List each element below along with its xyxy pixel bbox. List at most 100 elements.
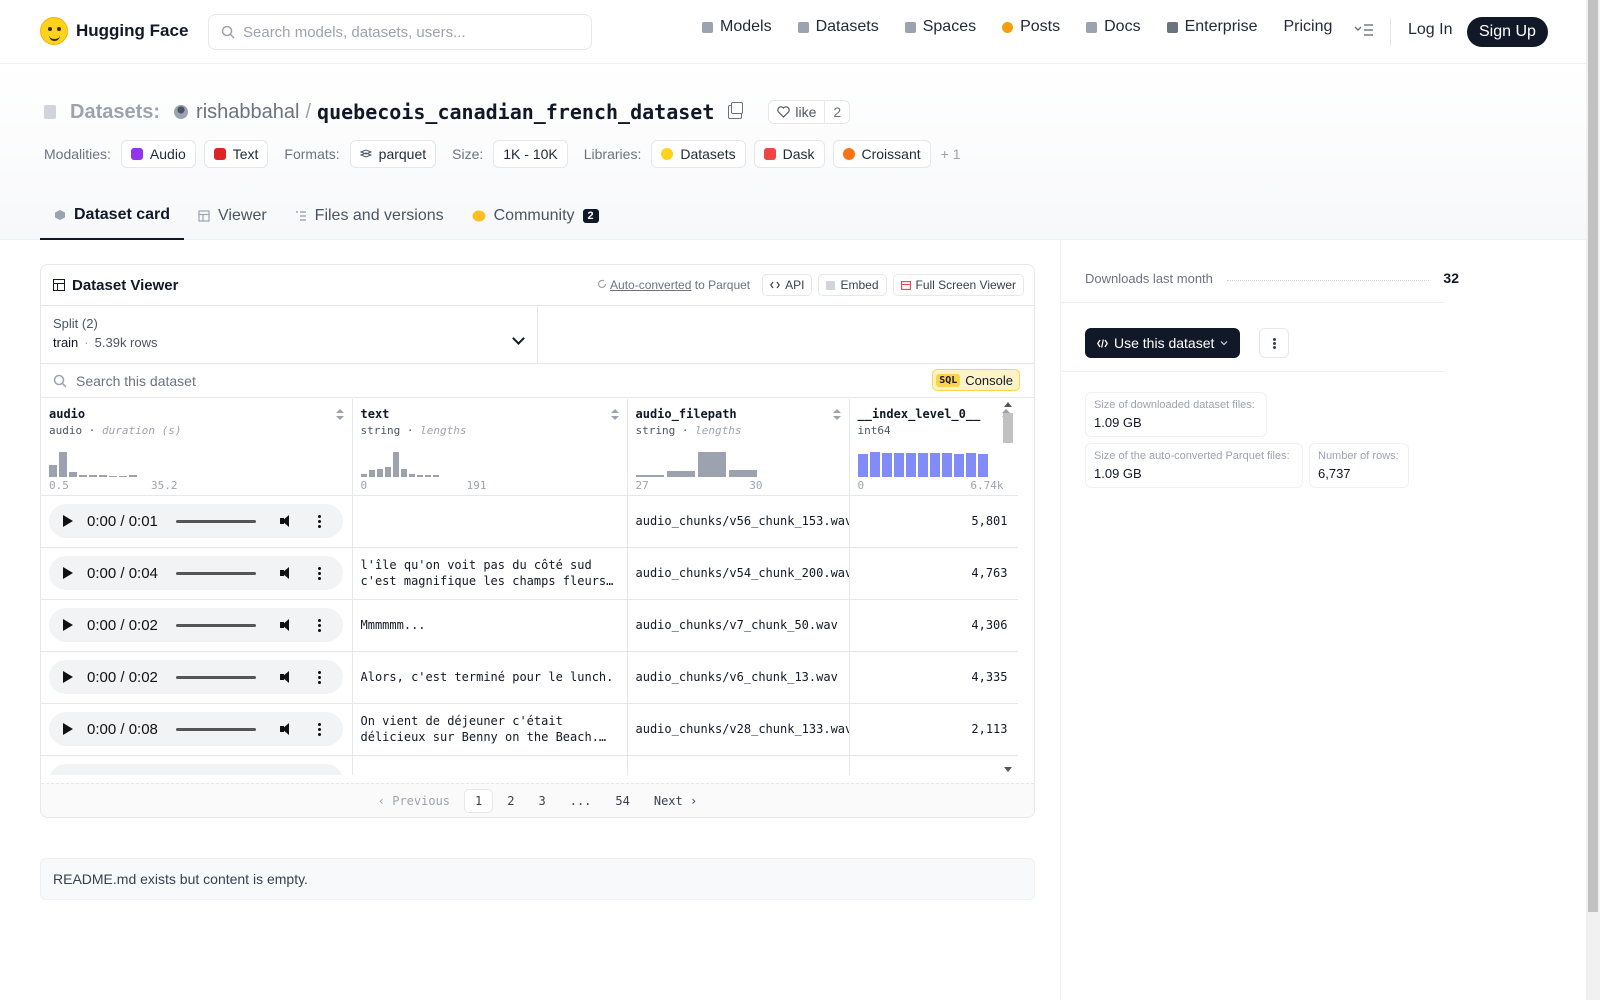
global-search-input[interactable] <box>243 23 573 41</box>
volume-icon[interactable] <box>279 723 294 735</box>
audio-player[interactable]: 0:00 / 0:02 <box>49 660 343 694</box>
previous-page-button[interactable]: ‹ Previous <box>377 793 451 808</box>
index-cell[interactable]: 5,801 <box>849 495 1018 548</box>
page-scrollbar-thumb[interactable] <box>1588 0 1598 912</box>
text-cell[interactable]: comme il faut puis j'attends <box>352 755 628 775</box>
signup-button[interactable]: Sign Up <box>1467 17 1548 47</box>
histogram-bar[interactable] <box>89 475 97 477</box>
index-cell[interactable]: 4,306 <box>849 599 1018 652</box>
filepath-cell[interactable]: audio_chunks/v56_chunk_153.wav <box>627 495 850 548</box>
text-cell[interactable]: l'île qu'on voit pas du côté sud c'est m… <box>352 547 628 600</box>
column-header-index-level-0[interactable]: __index_level_0__ int64 0 6.74k <box>849 399 1018 496</box>
column-header-text[interactable]: text string · lengths 0 191 <box>352 399 628 496</box>
sort-icon[interactable] <box>610 409 619 421</box>
page-54-button[interactable]: 54 <box>615 793 630 808</box>
audio-progress-slider[interactable] <box>175 727 256 731</box>
column-histogram[interactable] <box>49 449 137 477</box>
histogram-bar[interactable] <box>977 454 988 477</box>
login-link[interactable]: Log In <box>1408 21 1453 38</box>
column-header-audio[interactable]: audio audio · duration (s) 0.5 35.2 <box>41 399 353 496</box>
more-options-icon[interactable] <box>317 727 321 731</box>
column-header-audio-filepath[interactable]: audio_filepath string · lengths 27 30 <box>627 399 850 496</box>
nav-docs[interactable]: Docs <box>1086 18 1141 36</box>
histogram-bar[interactable] <box>99 475 107 477</box>
sort-icon[interactable] <box>832 409 841 421</box>
volume-icon[interactable] <box>279 671 294 683</box>
histogram-bar[interactable] <box>400 469 407 477</box>
nav-posts[interactable]: Posts <box>1002 18 1060 36</box>
full-screen-viewer-button[interactable]: Full Screen Viewer <box>892 274 1024 296</box>
volume-icon[interactable] <box>279 515 294 527</box>
tab-community[interactable]: Community 2 <box>458 192 613 240</box>
dataset-table-scroll[interactable]: audio audio · duration (s) 0.5 35.2 text stri… <box>41 399 1018 775</box>
page-scrollbar[interactable] <box>1586 0 1600 1000</box>
more-options-icon[interactable] <box>317 623 321 627</box>
column-histogram[interactable] <box>635 449 757 477</box>
histogram-bar[interactable] <box>941 453 952 477</box>
page-3-button[interactable]: 3 <box>538 793 546 808</box>
tab-files-and-versions[interactable]: Files and versions <box>281 192 458 240</box>
histogram-bar[interactable] <box>432 475 439 477</box>
more-options-button[interactable] <box>1259 328 1289 358</box>
table-row[interactable]: 0:00 / 0:01 audio_chunks/v56_chunk_153.wa… <box>41 495 1018 548</box>
audio-player[interactable]: 0:00 / 0:01 <box>49 504 343 538</box>
embed-button[interactable]: Embed <box>818 274 887 296</box>
table-scrollbar[interactable] <box>1001 399 1013 775</box>
split-selector[interactable]: Split (2) train · 5.39k rows <box>41 306 538 363</box>
more-options-icon[interactable] <box>317 519 321 523</box>
table-row[interactable]: 0:00 / 0:08 On vient de déjeuner c'était … <box>41 703 1018 756</box>
histogram-bar[interactable] <box>49 465 57 477</box>
more-menu-icon[interactable] <box>1354 22 1374 38</box>
text-cell[interactable]: Alors, c'est terminé pour le lunch. <box>352 651 628 704</box>
histogram-bar[interactable] <box>109 476 117 477</box>
text-cell[interactable]: Mmmmmm... <box>352 599 628 652</box>
nav-pricing[interactable]: Pricing <box>1283 18 1332 36</box>
histogram-bar[interactable] <box>119 476 127 477</box>
scrollbar-thumb[interactable] <box>1003 413 1013 443</box>
index-cell[interactable]: 4,335 <box>849 651 1018 704</box>
brand-logo[interactable]: Hugging Face <box>40 17 188 45</box>
dataset-search-input[interactable] <box>76 372 876 389</box>
text-cell[interactable] <box>352 495 628 548</box>
audio-player[interactable]: 0:00 / 0:08 <box>49 712 343 746</box>
histogram-bar[interactable] <box>368 470 375 477</box>
play-icon[interactable] <box>63 515 73 527</box>
use-this-dataset-button[interactable]: Use this dataset <box>1085 328 1241 358</box>
histogram-bar[interactable] <box>666 471 695 477</box>
audio-progress-slider[interactable] <box>175 571 256 575</box>
tag-library-croissant[interactable]: Croissant <box>832 140 931 168</box>
volume-icon[interactable] <box>279 567 294 579</box>
play-icon[interactable] <box>63 619 73 631</box>
audio-progress-slider[interactable] <box>175 623 256 627</box>
histogram-bar[interactable] <box>857 454 868 477</box>
histogram-bar[interactable] <box>376 469 383 477</box>
filepath-cell[interactable] <box>627 755 850 775</box>
text-cell[interactable]: On vient de déjeuner c'était délicieux s… <box>352 703 628 756</box>
scroll-down-arrow-icon[interactable] <box>1004 767 1012 772</box>
index-cell[interactable]: 2,113 <box>849 703 1018 756</box>
histogram-bar[interactable] <box>424 475 431 477</box>
audio-player[interactable]: 0:00 / 0:04 <box>49 764 343 775</box>
table-row[interactable]: 0:00 / 0:04 comme il faut puis j'attends <box>41 755 1018 775</box>
more-options-icon[interactable] <box>317 675 321 679</box>
audio-player[interactable]: 0:00 / 0:04 <box>49 556 343 590</box>
tag-format-parquet[interactable]: parquet <box>349 140 437 168</box>
api-button[interactable]: API <box>762 274 813 296</box>
histogram-bar[interactable] <box>869 452 880 477</box>
next-page-button[interactable]: Next › <box>653 793 698 808</box>
more-options-icon[interactable] <box>317 571 321 575</box>
audio-progress-slider[interactable] <box>175 675 256 679</box>
histogram-bar[interactable] <box>416 475 423 477</box>
table-row[interactable]: 0:00 / 0:02 Mmmmmm... audio_chunks/v7_chun… <box>41 599 1018 652</box>
nav-models[interactable]: Models <box>702 18 772 36</box>
column-histogram[interactable] <box>360 449 439 477</box>
nav-spaces[interactable]: Spaces <box>904 18 976 36</box>
histogram-bar[interactable] <box>929 453 940 477</box>
column-histogram[interactable] <box>857 449 988 477</box>
histogram-bar[interactable] <box>965 453 976 477</box>
tab-dataset-card[interactable]: Dataset card <box>40 192 185 240</box>
histogram-bar[interactable] <box>69 472 77 477</box>
more-tags-link[interactable]: + 1 <box>940 146 961 162</box>
histogram-bar[interactable] <box>384 467 391 477</box>
histogram-bar[interactable] <box>953 454 964 477</box>
